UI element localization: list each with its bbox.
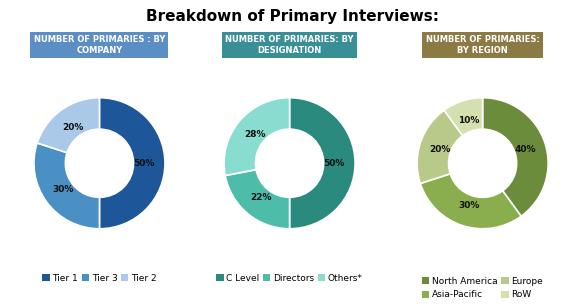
Legend: North America, Asia-Pacific, Europe, RoW: North America, Asia-Pacific, Europe, RoW: [419, 273, 546, 303]
Text: NUMBER OF PRIMARIES:
BY REGION: NUMBER OF PRIMARIES: BY REGION: [426, 35, 539, 55]
Text: 28%: 28%: [245, 130, 266, 139]
Text: 40%: 40%: [514, 145, 536, 154]
Wedge shape: [444, 98, 483, 136]
Legend: Tier 1, Tier 3, Tier 2: Tier 1, Tier 3, Tier 2: [39, 270, 160, 286]
Text: 22%: 22%: [250, 193, 272, 202]
Text: 10%: 10%: [458, 116, 480, 125]
Wedge shape: [420, 174, 521, 229]
Wedge shape: [224, 98, 290, 176]
Wedge shape: [99, 98, 165, 229]
Text: 50%: 50%: [133, 159, 154, 168]
Wedge shape: [417, 110, 463, 184]
Wedge shape: [37, 98, 99, 153]
Text: 30%: 30%: [458, 201, 480, 210]
Text: NUMBER OF PRIMARIES: BY
DESIGNATION: NUMBER OF PRIMARIES: BY DESIGNATION: [225, 35, 354, 55]
Legend: C Level, Directors, Others*: C Level, Directors, Others*: [213, 270, 366, 286]
Wedge shape: [34, 143, 99, 229]
Text: 20%: 20%: [429, 145, 451, 154]
Text: 50%: 50%: [324, 159, 345, 168]
Text: NUMBER OF PRIMARIES : BY
COMPANY: NUMBER OF PRIMARIES : BY COMPANY: [34, 35, 165, 55]
Text: Breakdown of Primary Interviews:: Breakdown of Primary Interviews:: [146, 9, 439, 24]
Wedge shape: [290, 98, 355, 229]
Text: 30%: 30%: [53, 185, 74, 194]
Wedge shape: [225, 170, 290, 229]
Text: 20%: 20%: [63, 123, 84, 132]
Wedge shape: [483, 98, 548, 216]
